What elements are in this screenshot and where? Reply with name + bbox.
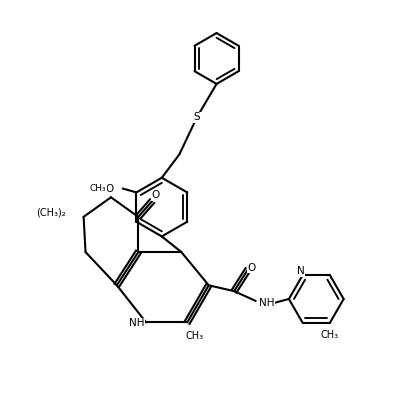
Text: NH: NH	[129, 318, 144, 328]
Text: O: O	[152, 190, 160, 200]
Text: O: O	[105, 183, 113, 194]
Text: (CH₃)₂: (CH₃)₂	[36, 208, 66, 218]
Text: S: S	[194, 112, 200, 122]
Text: NH: NH	[259, 298, 274, 308]
Text: N: N	[297, 266, 305, 276]
Text: O: O	[247, 263, 256, 273]
Text: CH₃: CH₃	[186, 331, 204, 341]
Text: CH₃: CH₃	[90, 184, 106, 193]
Text: CH₃: CH₃	[321, 330, 339, 340]
